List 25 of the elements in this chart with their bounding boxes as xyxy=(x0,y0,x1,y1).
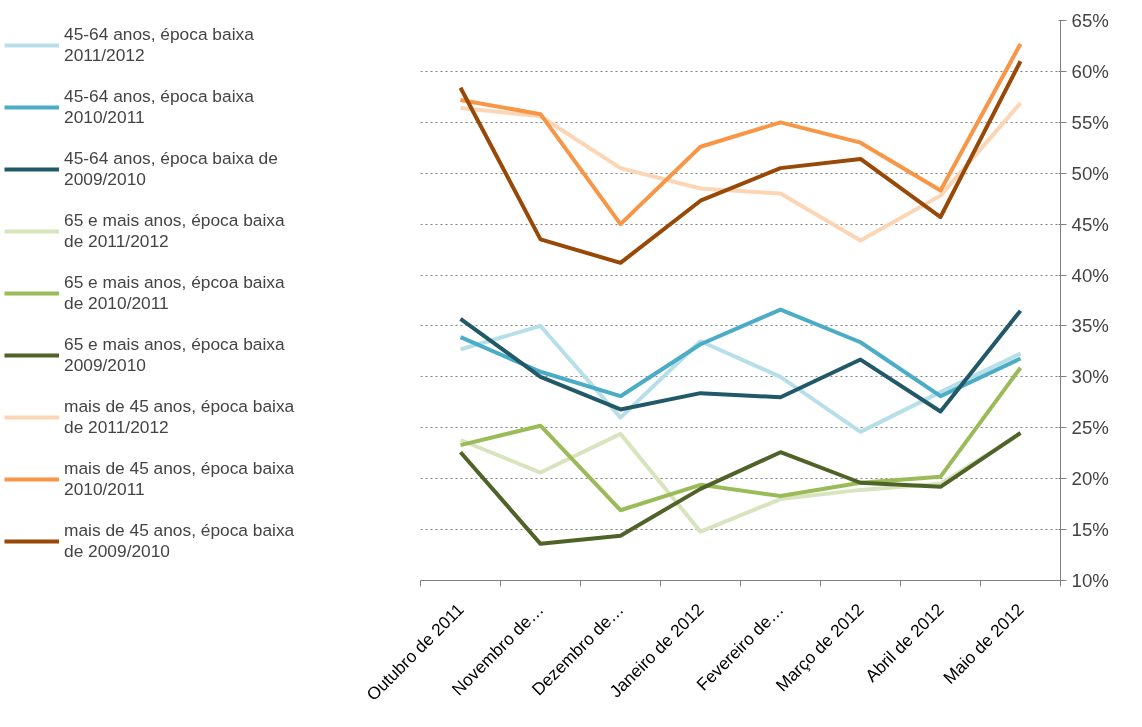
legend-label: mais de 45 anos, época baixa de 2011/2012 xyxy=(64,396,295,438)
y-tick-label: 55% xyxy=(1071,111,1109,133)
y-tick-label: 50% xyxy=(1071,162,1109,184)
legend-label: 45-64 anos, época baixa 2010/2011 xyxy=(64,86,254,128)
y-tick-label: 20% xyxy=(1071,468,1109,490)
legend-label: 45-64 anos, época baixa de 2009/2010 xyxy=(64,148,278,190)
line-series xyxy=(458,100,1023,243)
legend-label: mais de 45 anos, época baixa 2010/2011 xyxy=(64,458,295,500)
legend-label: 45-64 anos, época baixa 2011/2012 xyxy=(64,24,254,66)
y-tick-label: 30% xyxy=(1071,366,1109,388)
y-tick-label: 45% xyxy=(1071,213,1109,235)
legend-label: 65 e mais anos, épcoa baixa de 2010/2011 xyxy=(64,272,285,314)
y-tick-label: 10% xyxy=(1071,570,1109,591)
line-series xyxy=(458,41,1023,227)
y-tick-label: 15% xyxy=(1071,519,1109,541)
y-tick-label: 60% xyxy=(1071,60,1109,82)
line-series xyxy=(458,59,1023,265)
y-tick-label: 40% xyxy=(1071,264,1109,286)
y-tick-label: 35% xyxy=(1071,315,1109,337)
legend-label: 65 e mais anos, época baixa 2009/2010 xyxy=(64,334,285,376)
legend-label: mais de 45 anos, época baixa de 2009/2010 xyxy=(64,520,295,562)
legend-label: 65 e mais anos, época baixa de 2011/2012 xyxy=(64,210,285,252)
y-tick-label: 65% xyxy=(1071,10,1109,31)
line-series xyxy=(458,365,1023,513)
y-tick-label: 25% xyxy=(1071,417,1109,439)
